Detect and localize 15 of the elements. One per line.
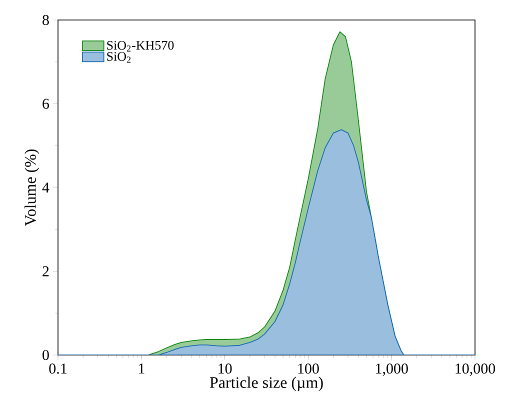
x-tick-label: 1 [138, 364, 144, 374]
y-tick-label: 6 [42, 98, 50, 109]
y-tick-label: 2 [42, 266, 49, 276]
y-tick-label: 4 [42, 182, 50, 192]
x-tick-label: 10 [218, 364, 232, 374]
y-tick-label: 0 [42, 350, 49, 360]
legend-label: SiO$_{2}$-KH570 [107, 40, 174, 52]
x-tick-label: 1,000 [376, 364, 408, 376]
x-tick-label: 100 [298, 364, 319, 374]
x-axis-title: Particle size (µm) [210, 376, 323, 392]
x-tick-label: 10,000 [456, 364, 496, 376]
y-axis-title: Volume (%) [24, 149, 40, 226]
y-tick-label: 8 [42, 14, 49, 26]
x-tick-label: 0.1 [49, 364, 66, 374]
legend-label: SiO$_{2}$ [107, 52, 131, 63]
